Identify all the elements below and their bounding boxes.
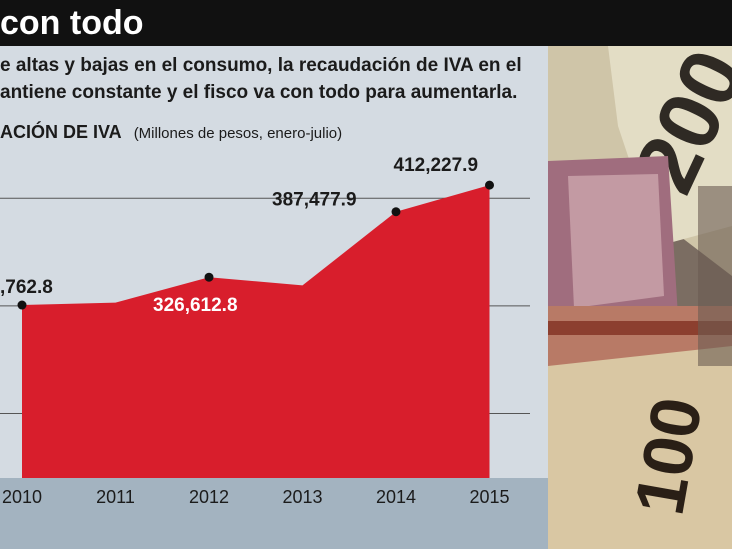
data-label: 412,227.9 [394, 155, 479, 176]
x-tick-label: 2012 [189, 487, 229, 507]
chart-heading-note: (Millones de pesos, enero-julio) [133, 125, 343, 142]
x-tick-label: 2014 [376, 487, 416, 507]
x-tick-label: 2011 [96, 487, 135, 507]
x-tick-label: 2015 [469, 487, 509, 507]
data-label: ,762.8 [0, 277, 53, 298]
x-axis-band [0, 478, 548, 549]
x-tick-label: 2013 [282, 487, 322, 507]
banknote-photo: 200 100 Cien Pesos [548, 46, 732, 549]
iva-area-chart: ,762.8 326,612.8 387,477.9 412,227.9 2010 20… [0, 155, 548, 549]
data-label: 387,477.9 [272, 190, 357, 211]
iva-area [22, 185, 490, 478]
chart-subtitle: e altas y bajas en el consumo, la recaud… [0, 55, 522, 103]
data-point [204, 272, 214, 282]
data-point [17, 300, 27, 310]
page-title: con todo [0, 4, 144, 42]
data-point [485, 180, 494, 190]
data-point [391, 207, 401, 217]
chart-heading-label: ACIÓN DE IVA [0, 122, 122, 142]
title-bar: con todo [0, 0, 732, 46]
data-label: 326,612.8 [153, 295, 238, 316]
x-tick-label: 2010 [2, 487, 42, 507]
chart-heading: ACIÓN DE IVA (Millones de pesos, enero-ju… [0, 122, 342, 143]
